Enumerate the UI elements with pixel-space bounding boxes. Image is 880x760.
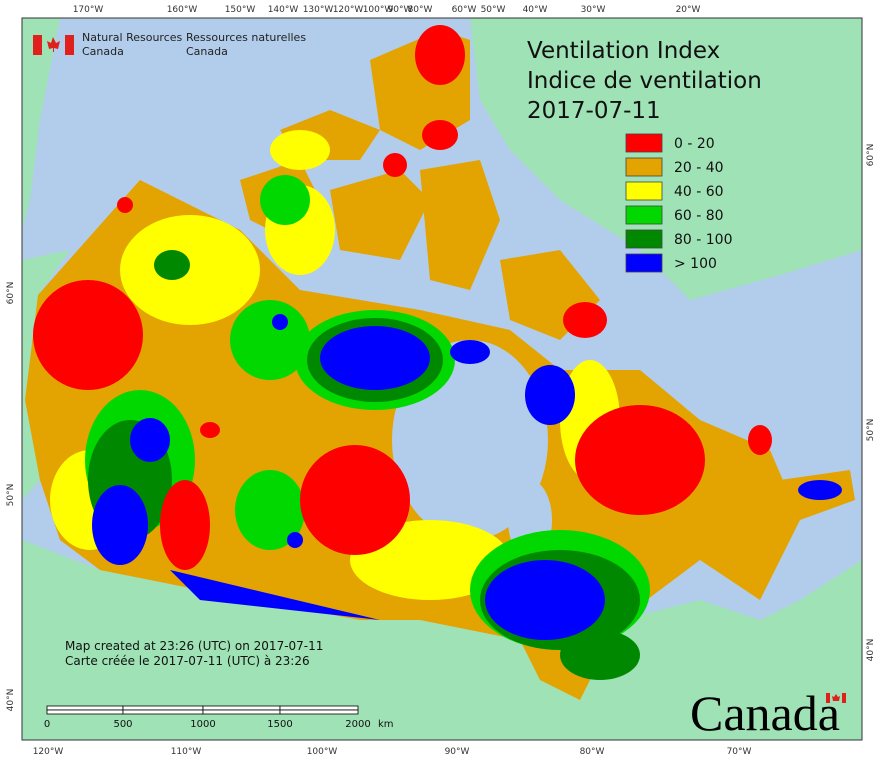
graticule-label: 150°W bbox=[225, 5, 256, 15]
organization-name: Canada bbox=[186, 45, 228, 58]
maple-leaf bbox=[832, 694, 840, 701]
graticule-label: 160°W bbox=[167, 5, 198, 15]
graticule-label: 80°W bbox=[580, 747, 605, 757]
credit-line: Map created at 23:26 (UTC) on 2017-07-11 bbox=[65, 639, 323, 653]
graticule-label: 20°W bbox=[676, 5, 701, 15]
organization-name: Canada bbox=[82, 45, 124, 58]
zone-over-100 bbox=[92, 314, 842, 640]
legend-swatch bbox=[625, 205, 663, 225]
legend-label: 40 - 60 bbox=[674, 184, 724, 200]
graticule-label: 50°N bbox=[6, 484, 16, 507]
legend-swatch bbox=[625, 157, 663, 177]
graticule-label: 170°W bbox=[73, 5, 104, 15]
wordmark-flag bbox=[826, 693, 846, 703]
graticule-label: 120°W bbox=[33, 747, 64, 757]
scale-segment bbox=[122, 709, 204, 715]
flag-bar bbox=[33, 35, 42, 55]
graticule-label: 100°W bbox=[363, 5, 394, 15]
zone-0-20 bbox=[33, 25, 772, 570]
legend-swatch bbox=[625, 181, 663, 201]
canada-wordmark: Canada bbox=[690, 685, 840, 741]
graticule-label: 130°W bbox=[303, 5, 334, 15]
graticule-label: 60°W bbox=[452, 5, 477, 15]
canada-land bbox=[25, 25, 855, 700]
legend-swatch bbox=[625, 253, 663, 273]
neighbours bbox=[22, 18, 862, 740]
flag-bar bbox=[842, 693, 846, 703]
scale-label: 1500 bbox=[267, 719, 292, 730]
credit-line: Carte créée le 2017-07-11 (UTC) à 23:26 bbox=[65, 654, 310, 668]
scale-label: 0 bbox=[44, 719, 50, 730]
graticule-label: 40°W bbox=[523, 5, 548, 15]
legend-label: 80 - 100 bbox=[674, 232, 733, 248]
islands bbox=[240, 30, 855, 520]
graticule-label: 140°W bbox=[268, 5, 299, 15]
graticule-label: 60°N bbox=[6, 282, 16, 305]
legend-swatch bbox=[625, 133, 663, 153]
scale-label: 2000 bbox=[345, 719, 370, 730]
scale-label: 1000 bbox=[190, 719, 215, 730]
scale-segment bbox=[46, 705, 124, 711]
flag-bar bbox=[826, 693, 830, 703]
greenland bbox=[470, 18, 862, 300]
alaska bbox=[22, 250, 70, 500]
graticule-label: 90°W bbox=[388, 5, 413, 15]
legend-label: > 100 bbox=[674, 256, 717, 272]
maple-leaf bbox=[47, 37, 60, 52]
map-title: Ventilation Index bbox=[527, 38, 720, 64]
legend-label: 20 - 40 bbox=[674, 160, 724, 176]
graticule-label: 40°N bbox=[6, 689, 16, 712]
graticule-label: 110°W bbox=[171, 747, 202, 757]
scale-unit: km bbox=[378, 719, 394, 730]
scale-segment bbox=[46, 709, 124, 715]
scale-segment bbox=[279, 709, 359, 715]
usa bbox=[22, 540, 862, 740]
graticule-label: 60°N bbox=[866, 144, 876, 167]
map-title: 2017-07-11 bbox=[527, 98, 661, 124]
nrcan-logo bbox=[33, 35, 74, 55]
scale-label: 500 bbox=[113, 719, 132, 730]
graticule-label: 50°W bbox=[481, 5, 506, 15]
scale-segment bbox=[202, 705, 281, 711]
graticule-label: 120°W bbox=[333, 5, 364, 15]
legend-swatch bbox=[625, 229, 663, 249]
scale-segment bbox=[279, 705, 359, 711]
frame bbox=[21, 17, 863, 741]
graticule-label: 30°W bbox=[581, 5, 606, 15]
flag-bar bbox=[65, 35, 74, 55]
map-title: Indice de ventilation bbox=[527, 68, 762, 94]
graticule-label: 40°N bbox=[866, 639, 876, 662]
siberia bbox=[22, 18, 60, 230]
graticule-label: 90°W bbox=[445, 747, 470, 757]
scale-segment bbox=[202, 709, 281, 715]
graticule-label: 80°W bbox=[408, 5, 433, 15]
legend-label: 60 - 80 bbox=[674, 208, 724, 224]
graticule-label: 50°N bbox=[866, 419, 876, 442]
scale-segment bbox=[122, 705, 204, 711]
organization-name: Ressources naturelles bbox=[186, 31, 306, 44]
organization-name: Natural Resources bbox=[82, 31, 183, 44]
legend-label: 0 - 20 bbox=[674, 136, 715, 152]
graticule-label: 70°W bbox=[727, 747, 752, 757]
graticule-label: 100°W bbox=[307, 747, 338, 757]
